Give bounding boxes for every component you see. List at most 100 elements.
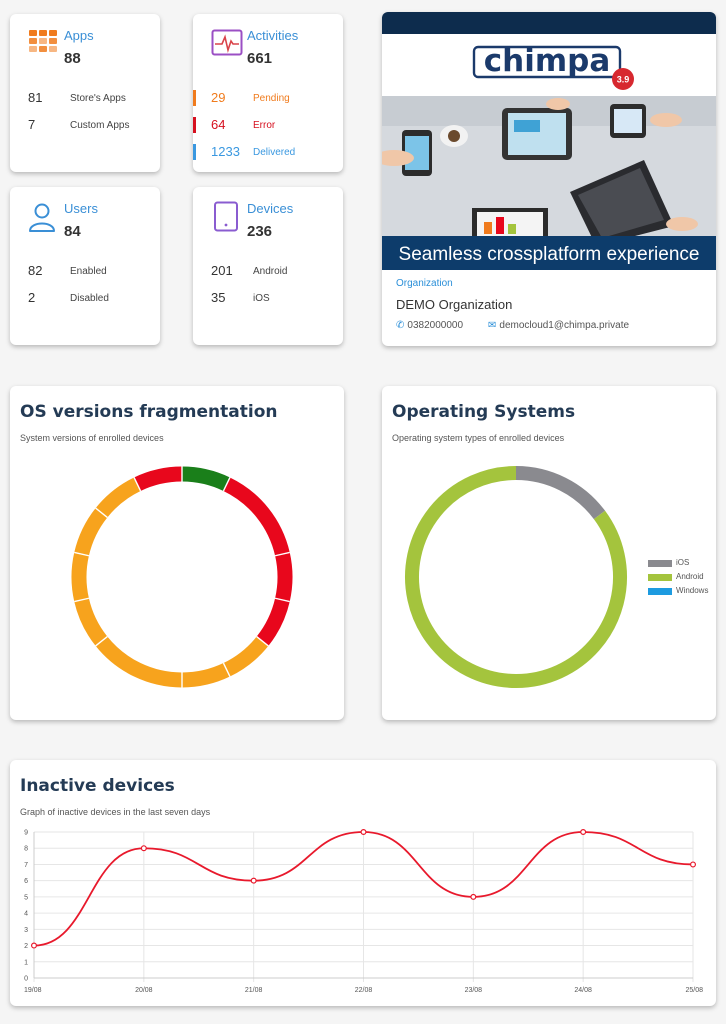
frag-slice-10 bbox=[95, 477, 141, 518]
activity-pulse-icon bbox=[211, 29, 243, 56]
legend-label-windows: Windows bbox=[676, 586, 709, 595]
os-fragmentation-chart bbox=[71, 466, 293, 688]
tablet-icon bbox=[214, 201, 238, 232]
devices-title: Devices bbox=[247, 201, 294, 216]
x-tick-label-5: 24/08 bbox=[574, 987, 592, 994]
phone-text: 0382000000 bbox=[407, 320, 464, 331]
inactive-point-0 bbox=[31, 942, 38, 949]
y-tick-label-6: 6 bbox=[24, 878, 28, 885]
error-label: Error bbox=[253, 120, 276, 131]
email-icon: ✉ bbox=[488, 320, 497, 331]
organization-name: DEMO Organization bbox=[396, 297, 513, 312]
frag-slice-5 bbox=[181, 662, 230, 688]
frag-slice-divider-2 bbox=[274, 551, 290, 557]
users-row-enabled: 82 Enabled bbox=[28, 263, 160, 281]
email-text: democloud1@chimpa.private bbox=[499, 320, 630, 331]
apps-count: 88 bbox=[64, 50, 81, 67]
users-title: Users bbox=[64, 201, 98, 216]
inactive-devices-card: Inactive devices Graph of inactive devic… bbox=[10, 760, 716, 1006]
operating-systems-subtitle: Operating system types of enrolled devic… bbox=[392, 433, 565, 443]
inactive-point-3 bbox=[360, 828, 367, 835]
users-row-disabled: 2 Disabled bbox=[28, 290, 160, 308]
version-badge bbox=[612, 68, 634, 90]
os-fragmentation-card: OS versions fragmentation System version… bbox=[10, 386, 344, 720]
activities-title: Activities bbox=[247, 28, 299, 43]
ios-value: 35 bbox=[211, 290, 226, 305]
custom-apps-value: 7 bbox=[28, 117, 36, 132]
legend-swatch-ios bbox=[648, 560, 672, 567]
operating-systems-card: Operating Systems Operating system types… bbox=[382, 386, 716, 720]
frag-slice-divider-5 bbox=[222, 662, 231, 677]
apps-grid-icon bbox=[29, 30, 57, 52]
legend-label-android: Android bbox=[676, 572, 704, 581]
frag-slice-0 bbox=[181, 466, 230, 492]
inactive-point-5 bbox=[580, 828, 587, 835]
apps-card[interactable]: Apps 88 81 Store's Apps 7 Custom Apps bbox=[10, 14, 160, 172]
inactive-point-4 bbox=[470, 893, 477, 900]
activities-row-delivered: 1233 Delivered bbox=[193, 144, 343, 162]
organization-email[interactable]: ✉ democloud1@chimpa.private bbox=[488, 320, 629, 331]
inactive-point-1 bbox=[140, 845, 147, 852]
activities-row-error: 64 Error bbox=[193, 117, 343, 135]
frag-slice-2 bbox=[275, 552, 293, 602]
x-tick-label-1: 20/08 bbox=[135, 987, 153, 994]
frag-slice-4 bbox=[223, 636, 269, 677]
android-label: Android bbox=[253, 266, 288, 277]
frag-slice-divider-8 bbox=[74, 597, 90, 603]
devices-row-android: 201 Android bbox=[211, 263, 343, 281]
activities-row-pending: 29 Pending bbox=[193, 90, 343, 108]
disabled-value: 2 bbox=[28, 290, 36, 305]
pending-value: 29 bbox=[211, 90, 226, 105]
delivered-bar bbox=[193, 144, 196, 160]
y-tick-label-4: 4 bbox=[24, 911, 28, 918]
apps-row-store: 81 Store's Apps bbox=[28, 90, 160, 108]
phone-icon: ✆ bbox=[396, 320, 405, 331]
error-bar bbox=[193, 117, 196, 133]
inactive-devices-subtitle: Graph of inactive devices in the last se… bbox=[20, 807, 211, 817]
users-header: Users 84 bbox=[28, 201, 160, 247]
devices-header: Devices 236 bbox=[211, 201, 343, 247]
y-tick-label-0: 0 bbox=[24, 976, 28, 983]
frag-slice-11 bbox=[134, 466, 183, 492]
frag-slice-3 bbox=[256, 598, 290, 646]
inactive-point-2 bbox=[250, 877, 257, 884]
android-value: 201 bbox=[211, 263, 233, 278]
frag-slice-divider-1 bbox=[222, 477, 231, 492]
enabled-label: Enabled bbox=[70, 266, 107, 277]
frag-slice-9 bbox=[74, 508, 108, 556]
frag-slice-divider-3 bbox=[274, 597, 290, 603]
frag-slice-1 bbox=[223, 477, 290, 556]
activities-count: 661 bbox=[247, 50, 273, 67]
store-apps-label: Store's Apps bbox=[70, 93, 126, 104]
y-tick-label-5: 5 bbox=[24, 894, 28, 901]
frag-slice-divider-11 bbox=[133, 477, 142, 492]
legend-item-ios[interactable]: iOS bbox=[648, 558, 716, 570]
ios-label: iOS bbox=[253, 293, 270, 304]
y-tick-label-3: 3 bbox=[24, 927, 28, 934]
legend-item-windows[interactable]: Windows bbox=[648, 586, 716, 598]
chimpa-logo: chimpa bbox=[484, 43, 610, 79]
organization-phone[interactable]: ✆ 0382000000 bbox=[396, 320, 463, 331]
frag-slice-7 bbox=[74, 598, 108, 646]
devices-card[interactable]: Devices 236 201 Android 35 iOS bbox=[193, 187, 343, 345]
inactive-devices-chart: 0 1 2 3 4 5 6 7 8 9 19/08 20/08 21/08 22/08 23/08 24/08… bbox=[24, 828, 703, 994]
devices-row-ios: 35 iOS bbox=[211, 290, 343, 308]
legend-swatch-android bbox=[648, 574, 672, 581]
enabled-value: 82 bbox=[28, 263, 43, 278]
inactive-point-6 bbox=[689, 861, 696, 868]
custom-apps-label: Custom Apps bbox=[70, 120, 130, 131]
pending-bar bbox=[193, 90, 196, 106]
legend-item-android[interactable]: Android bbox=[648, 572, 716, 584]
y-tick-label-9: 9 bbox=[24, 830, 28, 837]
y-tick-label-2: 2 bbox=[24, 943, 28, 950]
users-card[interactable]: Users 84 82 Enabled 2 Disabled bbox=[10, 187, 160, 345]
activities-card[interactable]: Activities 661 29 Pending 64 Error 1233 … bbox=[193, 14, 343, 172]
legend-label-ios: iOS bbox=[676, 558, 690, 567]
organization-card: chimpa 3.9 Seamless crossplatform experi… bbox=[382, 12, 716, 346]
apps-row-custom: 7 Custom Apps bbox=[28, 117, 160, 135]
frag-slice-divider-7 bbox=[95, 635, 108, 647]
inactive-devices-title: Inactive devices bbox=[20, 776, 175, 796]
y-tick-label-8: 8 bbox=[24, 846, 28, 853]
store-apps-value: 81 bbox=[28, 90, 43, 105]
version-text: 3.9 bbox=[617, 75, 630, 85]
